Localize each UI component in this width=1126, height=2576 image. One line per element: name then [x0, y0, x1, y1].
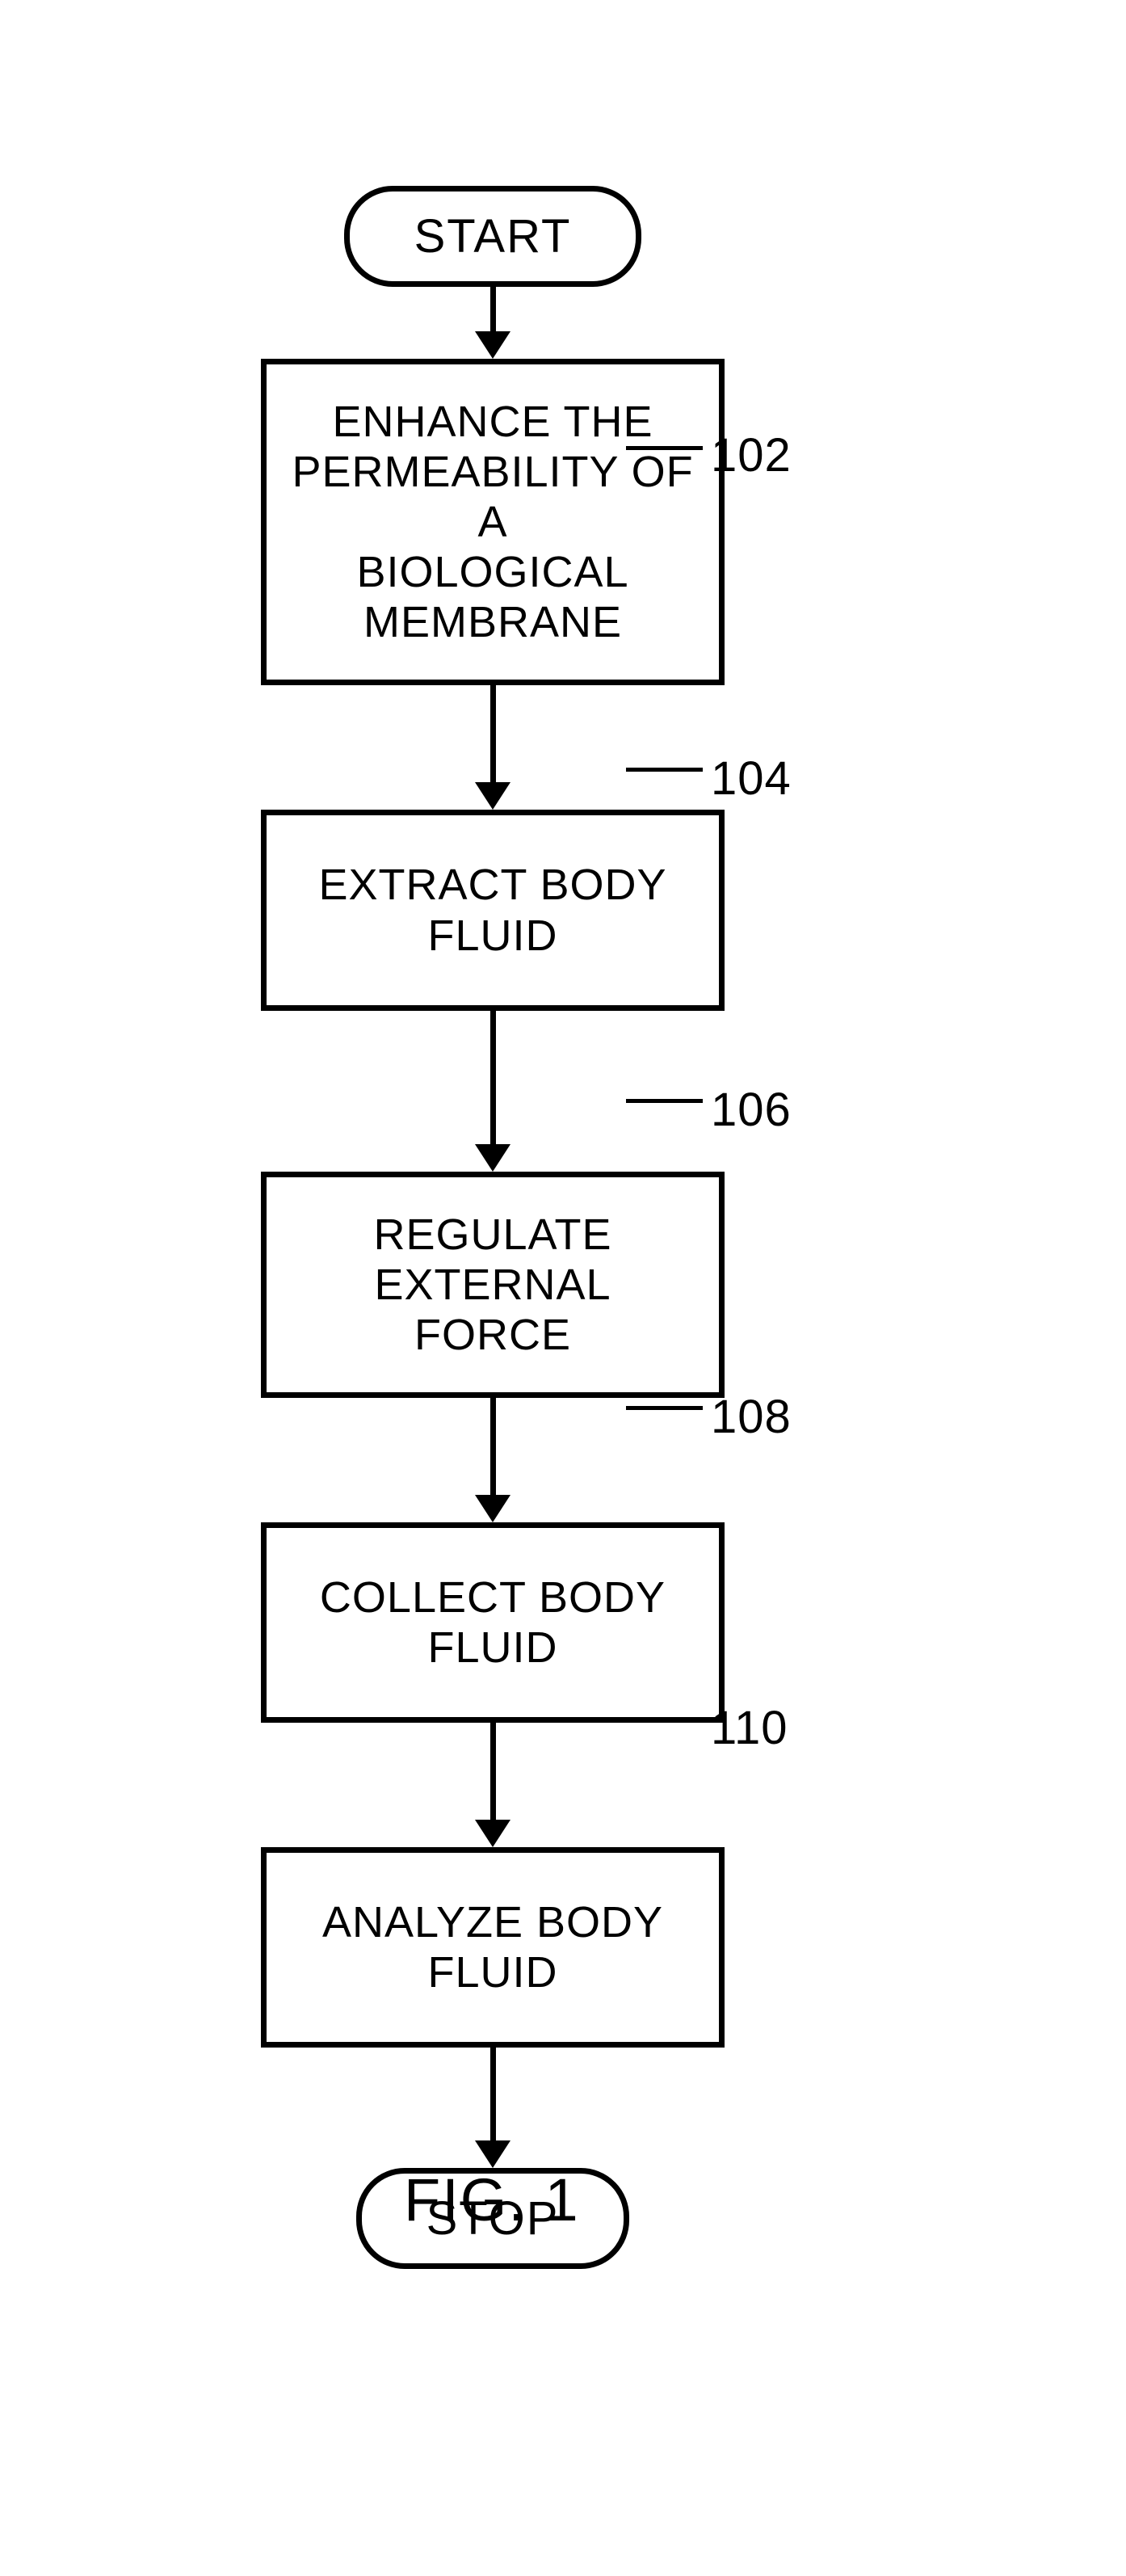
arrow-head-icon — [475, 1820, 510, 1847]
page: START ENHANCE THEPERMEABILITY OF ABIOLOG… — [0, 0, 1126, 2576]
start-terminal: START — [344, 186, 642, 287]
leader-line-108 — [626, 1406, 703, 1410]
arrow-start-102 — [475, 287, 510, 359]
flowchart-container: START ENHANCE THEPERMEABILITY OF ABIOLOG… — [210, 186, 775, 2269]
arrow-shaft — [490, 287, 496, 331]
arrow-head-icon — [475, 331, 510, 359]
leader-line-106 — [626, 1099, 703, 1103]
process-110-text: ANALYZE BODYFLUID — [322, 1898, 663, 1997]
arrow-104-106 — [475, 1011, 510, 1172]
ref-label-106: 106 — [711, 1083, 792, 1137]
arrow-110-stop — [475, 2048, 510, 2168]
ref-label-102: 102 — [711, 428, 792, 482]
process-102: ENHANCE THEPERMEABILITY OF ABIOLOGICALME… — [261, 359, 725, 685]
ref-label-108: 108 — [711, 1390, 792, 1444]
arrow-shaft — [490, 2048, 496, 2140]
arrow-shaft — [490, 1398, 496, 1495]
arrow-shaft — [490, 1011, 496, 1144]
process-106-text: REGULATEEXTERNALFORCE — [373, 1210, 611, 1359]
arrow-106-108 — [475, 1398, 510, 1522]
figure-caption: FIG. 1 — [404, 2166, 580, 2234]
leader-line-110 — [626, 1717, 703, 1721]
process-108: COLLECT BODYFLUID — [261, 1522, 725, 1723]
ref-label-104: 104 — [711, 751, 792, 806]
arrow-head-icon — [475, 2140, 510, 2168]
process-104: EXTRACT BODYFLUID — [261, 810, 725, 1010]
leader-line-104 — [626, 768, 703, 772]
process-110: ANALYZE BODYFLUID — [261, 1847, 725, 2048]
arrow-head-icon — [475, 1495, 510, 1522]
process-102-text: ENHANCE THEPERMEABILITY OF ABIOLOGICALME… — [292, 398, 693, 646]
process-108-text: COLLECT BODYFLUID — [320, 1573, 666, 1672]
process-106: REGULATEEXTERNALFORCE — [261, 1172, 725, 1398]
arrow-102-104 — [475, 685, 510, 810]
ref-label-110: 110 — [711, 1701, 788, 1755]
arrow-head-icon — [475, 1144, 510, 1172]
arrow-108-110 — [475, 1723, 510, 1847]
process-104-text: EXTRACT BODYFLUID — [318, 861, 666, 959]
arrow-shaft — [490, 685, 496, 782]
leader-line-102 — [626, 446, 703, 450]
arrow-head-icon — [475, 782, 510, 810]
arrow-shaft — [490, 1723, 496, 1820]
